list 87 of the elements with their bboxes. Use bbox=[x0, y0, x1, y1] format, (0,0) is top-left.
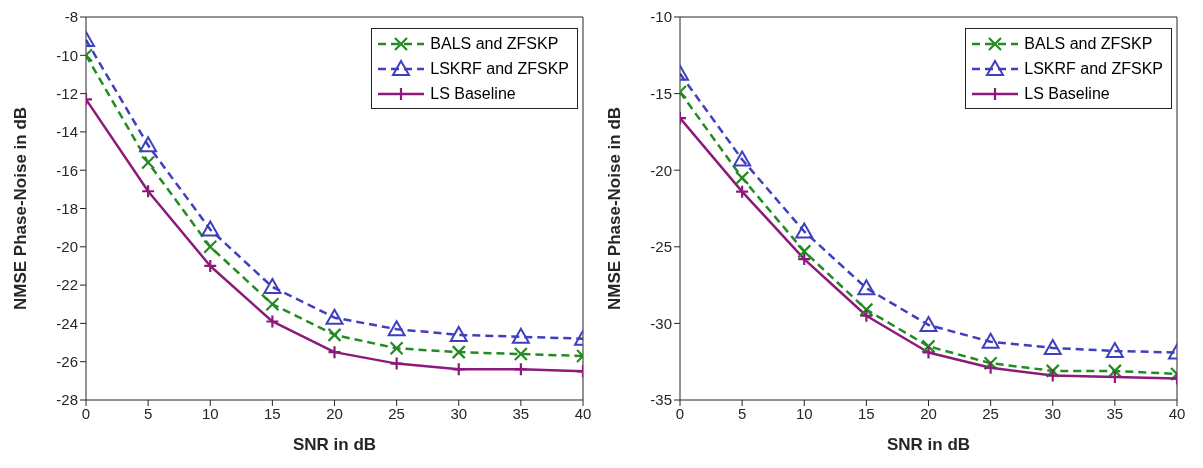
point bbox=[919, 315, 938, 332]
point bbox=[139, 136, 158, 153]
x-tick-label: 20 bbox=[326, 404, 343, 422]
legend-label: LSKRF and ZFSKP bbox=[1024, 59, 1163, 78]
point bbox=[983, 356, 998, 371]
x-tick-label: 35 bbox=[1106, 404, 1124, 422]
y-tick-label: -28 bbox=[56, 391, 78, 409]
point bbox=[1045, 368, 1060, 383]
legend-label: LS Baseline bbox=[1024, 84, 1110, 103]
y-tick-label: -35 bbox=[650, 391, 672, 409]
point bbox=[1107, 369, 1122, 385]
point bbox=[511, 327, 530, 344]
point bbox=[859, 302, 874, 317]
y-tick-label: -30 bbox=[650, 314, 672, 332]
x-tick-label: 40 bbox=[1168, 404, 1186, 422]
point bbox=[449, 325, 468, 342]
y-tick-label: -22 bbox=[56, 276, 78, 294]
point bbox=[513, 346, 528, 362]
y-tick-label: -20 bbox=[56, 238, 78, 256]
point bbox=[797, 244, 812, 259]
x-tick-label: 35 bbox=[512, 404, 530, 422]
x-axis-title: SNR in dB bbox=[292, 435, 377, 454]
point bbox=[325, 308, 344, 325]
point bbox=[141, 155, 156, 170]
x-tick-label: 0 bbox=[675, 404, 685, 422]
legend-label: BALS and ZFSKP bbox=[430, 34, 559, 53]
point bbox=[1105, 341, 1124, 358]
point bbox=[983, 360, 998, 375]
x-tick-label: 5 bbox=[143, 404, 153, 422]
x-tick-label: 10 bbox=[201, 404, 219, 422]
point bbox=[735, 184, 750, 199]
point bbox=[451, 362, 466, 377]
point bbox=[265, 297, 280, 312]
x-tick-label: 10 bbox=[795, 404, 813, 422]
x-tick-label: 5 bbox=[737, 404, 747, 422]
point bbox=[513, 362, 528, 377]
point bbox=[797, 251, 812, 267]
point bbox=[389, 356, 404, 371]
y-tick-label: -14 bbox=[56, 123, 78, 141]
point bbox=[1107, 363, 1122, 378]
legend-label: BALS and ZFSKP bbox=[1024, 34, 1153, 53]
point bbox=[795, 222, 814, 239]
point bbox=[733, 150, 752, 167]
x-tick-label: 30 bbox=[1044, 404, 1062, 422]
point bbox=[1045, 363, 1060, 378]
point bbox=[265, 314, 280, 329]
point bbox=[1043, 338, 1062, 355]
point bbox=[921, 339, 936, 354]
point bbox=[263, 278, 282, 295]
point bbox=[203, 239, 218, 254]
x-tick-label: 20 bbox=[920, 404, 937, 422]
legend-label: LSKRF and ZFSKP bbox=[430, 59, 569, 78]
y-tick-label: -24 bbox=[56, 314, 78, 332]
point bbox=[387, 320, 406, 337]
y-tick-label: -16 bbox=[56, 161, 78, 179]
point bbox=[981, 332, 1000, 349]
point bbox=[327, 345, 342, 360]
y-tick-label: -10 bbox=[650, 8, 672, 26]
point bbox=[201, 220, 220, 237]
y-tick-label: -10 bbox=[56, 46, 78, 64]
y-tick-label: -25 bbox=[650, 238, 672, 256]
y-tick-label: -8 bbox=[64, 8, 78, 26]
y-tick-label: -20 bbox=[650, 161, 672, 179]
y-tick-label: -12 bbox=[56, 84, 78, 102]
y-tick-label: -15 bbox=[650, 84, 672, 102]
x-tick-label: 0 bbox=[81, 404, 91, 422]
point bbox=[389, 341, 404, 356]
x-tick-label: 15 bbox=[858, 404, 875, 422]
legend-label: LS Baseline bbox=[430, 84, 516, 103]
point bbox=[451, 345, 466, 360]
point bbox=[203, 258, 218, 274]
point bbox=[735, 170, 750, 185]
x-tick-label: 40 bbox=[574, 404, 592, 422]
y-tick-label: -18 bbox=[56, 199, 78, 217]
y-axis-title: NMSE Phase-Noise in dB bbox=[11, 106, 31, 311]
x-tick-label: 15 bbox=[264, 404, 281, 422]
y-axis-title: NMSE Phase-Noise in dB bbox=[605, 106, 625, 311]
point bbox=[141, 184, 156, 199]
y-tick-label: -26 bbox=[56, 353, 78, 371]
point bbox=[327, 327, 342, 342]
x-tick-label: 30 bbox=[450, 404, 468, 422]
point bbox=[857, 279, 876, 296]
x-tick-label: 25 bbox=[982, 404, 999, 422]
x-axis-title: SNR in dB bbox=[886, 435, 971, 454]
x-tick-label: 25 bbox=[388, 404, 405, 422]
point bbox=[921, 345, 936, 360]
point bbox=[859, 308, 874, 323]
